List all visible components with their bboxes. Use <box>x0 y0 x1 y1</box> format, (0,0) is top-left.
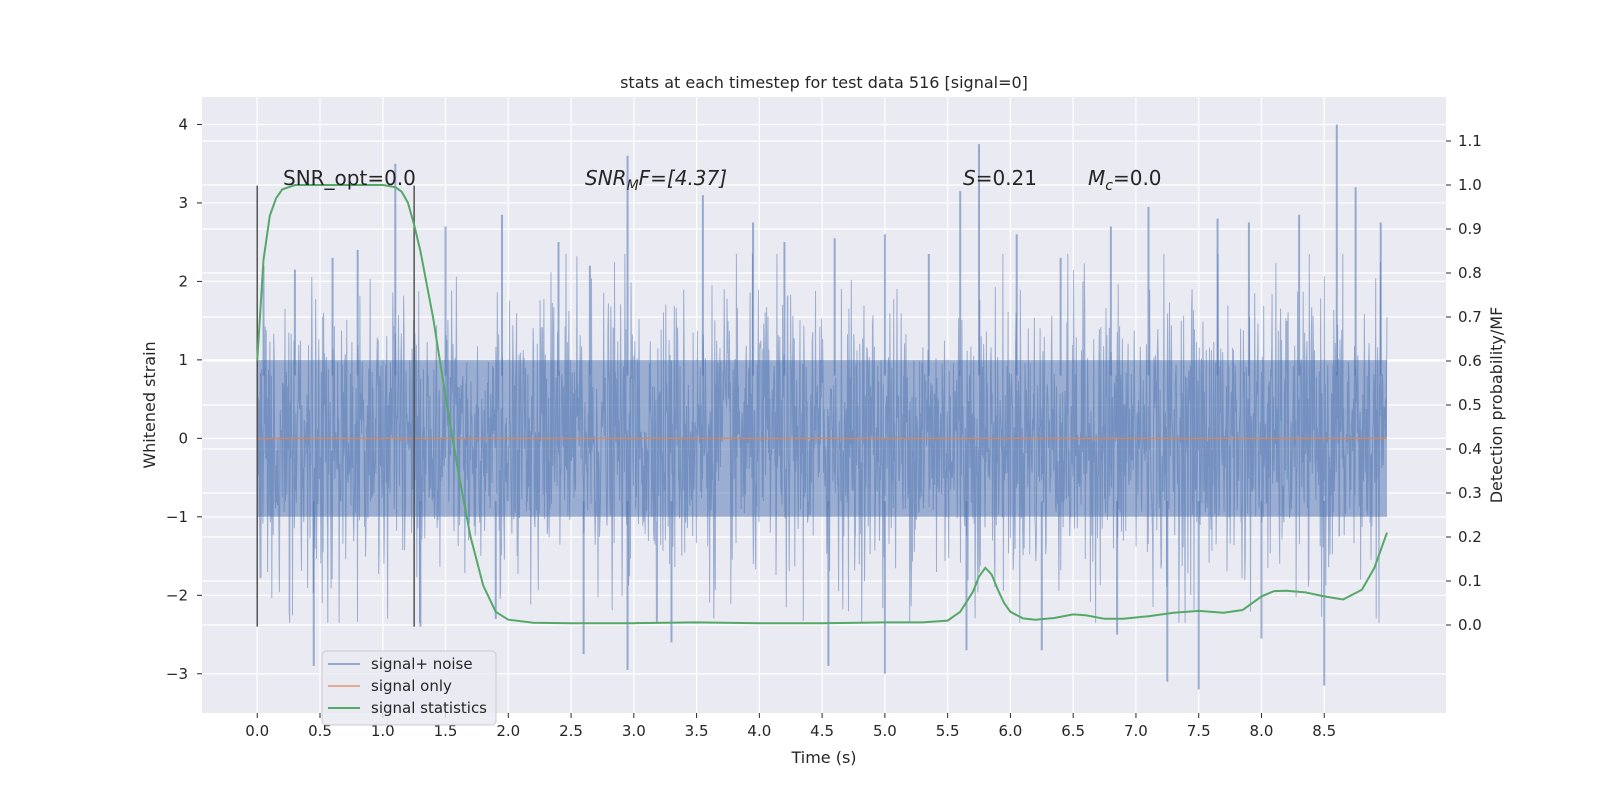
signal-statistics-series <box>256 184 1388 625</box>
y-tick-label: 3 <box>178 194 188 212</box>
snr-mf-rest: F=[4.37] <box>639 166 727 190</box>
x-tick-label: 3.0 <box>622 722 646 740</box>
y2-tick-label: 0.2 <box>1458 528 1482 546</box>
y2-axis-ticks: 0.0 0.1 0.2 0.3 0.4 0.5 0.6 0.7 0.8 0.9 1.0 1.1 <box>1446 132 1482 634</box>
y-tick-label: −2 <box>166 586 188 604</box>
y2-tick-label: 1.1 <box>1458 132 1482 150</box>
y2-tick-label: 0.3 <box>1458 484 1482 502</box>
x-tick-label: 8.0 <box>1250 722 1274 740</box>
y-tick-label: 0 <box>178 429 188 447</box>
x-tick-label: 2.5 <box>559 722 583 740</box>
y-tick-label: 2 <box>178 272 188 290</box>
x-tick-label: 7.5 <box>1187 722 1211 740</box>
mc-base: M <box>1088 166 1105 190</box>
x-tick-label: 5.0 <box>873 722 897 740</box>
y2-tick-label: 1.0 <box>1458 176 1482 194</box>
y-tick-label: −1 <box>166 508 188 526</box>
snr-opt-annotation: SNR_opt=0.0 <box>283 166 416 190</box>
y-tick-label: 1 <box>178 351 188 369</box>
vertical-marker-lines <box>256 185 415 627</box>
mc-sub: c <box>1105 178 1113 194</box>
x-tick-label: 5.5 <box>936 722 960 740</box>
mc-rest: =0.0 <box>1113 166 1162 190</box>
y2-tick-label: 0.1 <box>1458 572 1482 590</box>
signal-statistics-line <box>256 184 1388 625</box>
mc-annotation: Mc=0.0 <box>1088 166 1162 194</box>
y2-tick-label: 0.7 <box>1458 308 1482 326</box>
x-tick-label: 8.5 <box>1312 722 1336 740</box>
legend: signal+ noise signal only signal statist… <box>321 650 497 726</box>
legend-box <box>321 650 497 726</box>
x-tick-label: 1.5 <box>434 722 458 740</box>
y2-tick-label: 0.6 <box>1458 352 1482 370</box>
legend-label-signal-statistics: signal statistics <box>371 699 487 717</box>
y2-tick-label: 0.5 <box>1458 396 1482 414</box>
y2-tick-label: 0.4 <box>1458 440 1482 458</box>
x-tick-label: 0.5 <box>308 722 332 740</box>
snr-mf-base: SNR <box>585 166 627 190</box>
x-tick-label: 3.5 <box>685 722 709 740</box>
snr-mf-sub: M <box>627 178 639 194</box>
chart-title: stats at each timestep for test data 516… <box>620 73 1028 92</box>
y2-tick-label: 0.8 <box>1458 264 1482 282</box>
x-tick-label: 4.5 <box>810 722 834 740</box>
x-axis-label: Time (s) <box>790 748 856 767</box>
s-base: S <box>963 166 976 190</box>
snr-mf-annotation: SNRMF=[4.37] <box>585 166 727 194</box>
y-axis-label: Whitened strain <box>140 341 159 468</box>
legend-label-signal-noise: signal+ noise <box>371 655 473 673</box>
y2-tick-label: 0.9 <box>1458 220 1482 238</box>
x-tick-label: 6.5 <box>1061 722 1085 740</box>
x-tick-label: 4.0 <box>747 722 771 740</box>
x-tick-label: 0.0 <box>245 722 269 740</box>
s-annotation: S=0.21 <box>963 166 1037 190</box>
x-axis-ticks: 0.0 0.5 1.0 1.5 2.0 2.5 3.0 3.5 4.0 4.5 5.0 5.5 6.0 6… <box>245 713 1336 740</box>
x-tick-label: 2.0 <box>496 722 520 740</box>
legend-label-signal-only: signal only <box>371 677 452 695</box>
y-tick-label: −3 <box>166 665 188 683</box>
x-tick-label: 6.0 <box>998 722 1022 740</box>
s-rest: =0.21 <box>976 166 1037 190</box>
y2-axis-label: Detection probability/MF <box>1487 307 1506 504</box>
y-axis-ticks: −3 −2 −1 0 1 2 3 4 <box>166 115 202 683</box>
y2-tick-label: 0.0 <box>1458 616 1482 634</box>
x-tick-label: 1.0 <box>371 722 395 740</box>
x-tick-label: 7.0 <box>1124 722 1148 740</box>
y-tick-label: 4 <box>178 115 188 133</box>
